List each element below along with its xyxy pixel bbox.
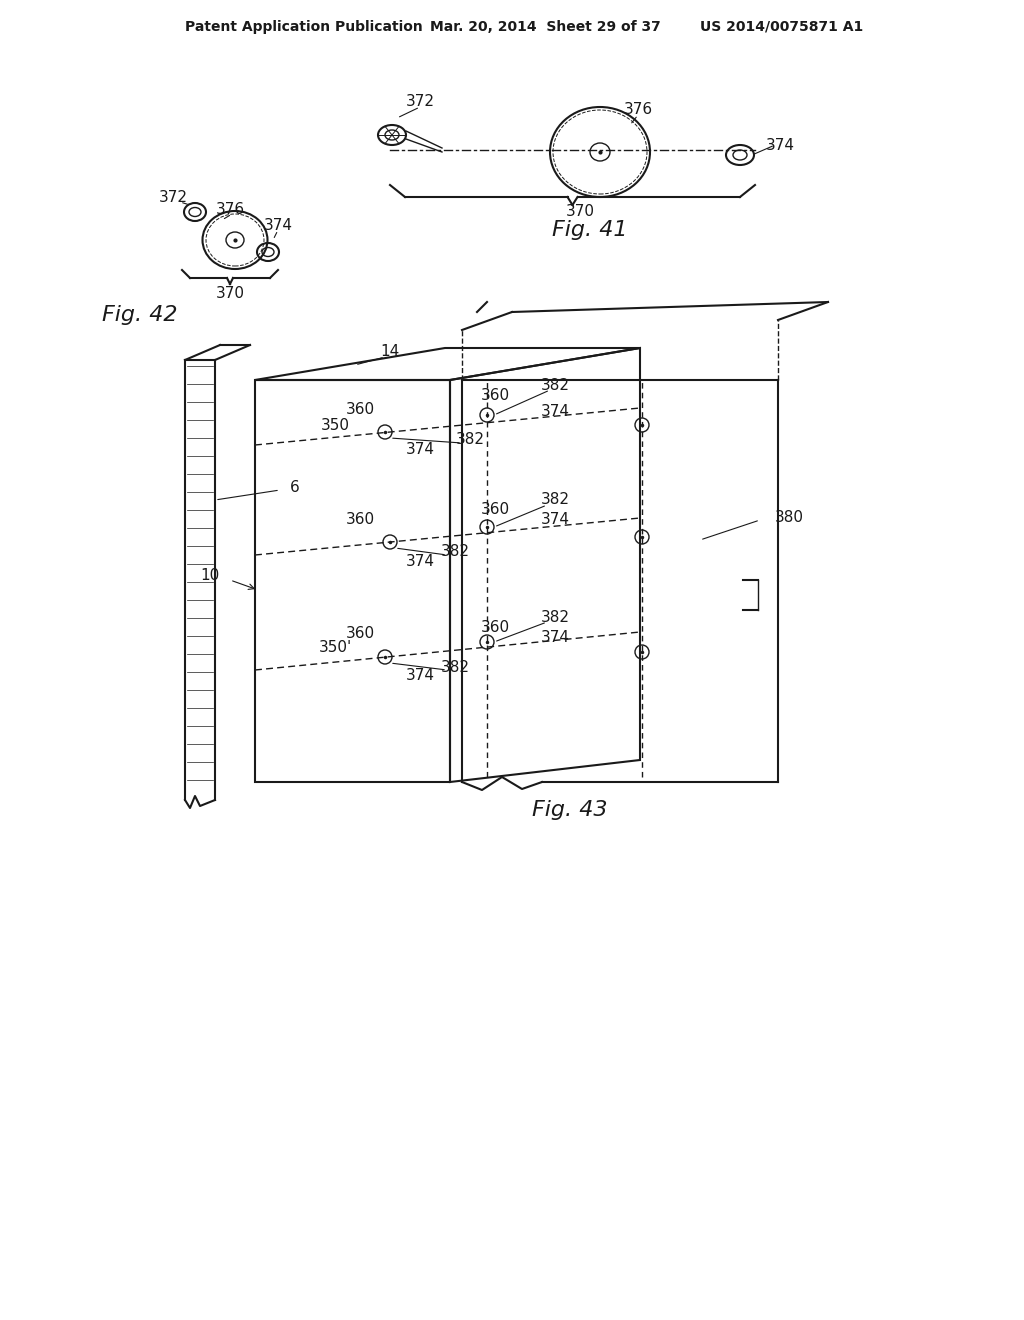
Text: 374: 374 [766, 137, 795, 153]
Text: Patent Application Publication: Patent Application Publication [185, 20, 423, 34]
Text: 350': 350' [318, 640, 351, 656]
Text: 370: 370 [565, 205, 595, 219]
Text: 382: 382 [541, 492, 569, 507]
Text: 360: 360 [480, 388, 510, 403]
Text: 374: 374 [541, 630, 569, 644]
Text: Fig. 43: Fig. 43 [532, 800, 608, 820]
Text: 370: 370 [215, 285, 245, 301]
Text: 382: 382 [456, 433, 484, 447]
Text: 382: 382 [541, 378, 569, 392]
Text: 374: 374 [406, 442, 434, 458]
Text: 360: 360 [345, 512, 375, 528]
Text: 10: 10 [201, 568, 219, 582]
Text: 6: 6 [290, 479, 300, 495]
Text: 376: 376 [624, 103, 652, 117]
Text: 382: 382 [541, 610, 569, 624]
Text: 380: 380 [775, 510, 804, 524]
Text: 382: 382 [440, 544, 469, 560]
Text: 374: 374 [406, 554, 434, 569]
Text: Mar. 20, 2014  Sheet 29 of 37: Mar. 20, 2014 Sheet 29 of 37 [430, 20, 660, 34]
Text: 360: 360 [480, 619, 510, 635]
Text: 350: 350 [321, 417, 349, 433]
Text: 376: 376 [215, 202, 245, 218]
Text: 374: 374 [263, 218, 293, 232]
Text: Fig. 41: Fig. 41 [552, 220, 628, 240]
Text: 374: 374 [406, 668, 434, 682]
Text: 382: 382 [440, 660, 469, 675]
Text: 374: 374 [541, 512, 569, 528]
Text: 360: 360 [345, 403, 375, 417]
Text: US 2014/0075871 A1: US 2014/0075871 A1 [700, 20, 863, 34]
Text: 374: 374 [541, 404, 569, 420]
Text: 360: 360 [480, 503, 510, 517]
Text: Fig. 42: Fig. 42 [102, 305, 178, 325]
Text: 360: 360 [345, 626, 375, 640]
Text: 372: 372 [159, 190, 187, 206]
Text: 372: 372 [406, 95, 434, 110]
Text: 14: 14 [380, 345, 399, 359]
